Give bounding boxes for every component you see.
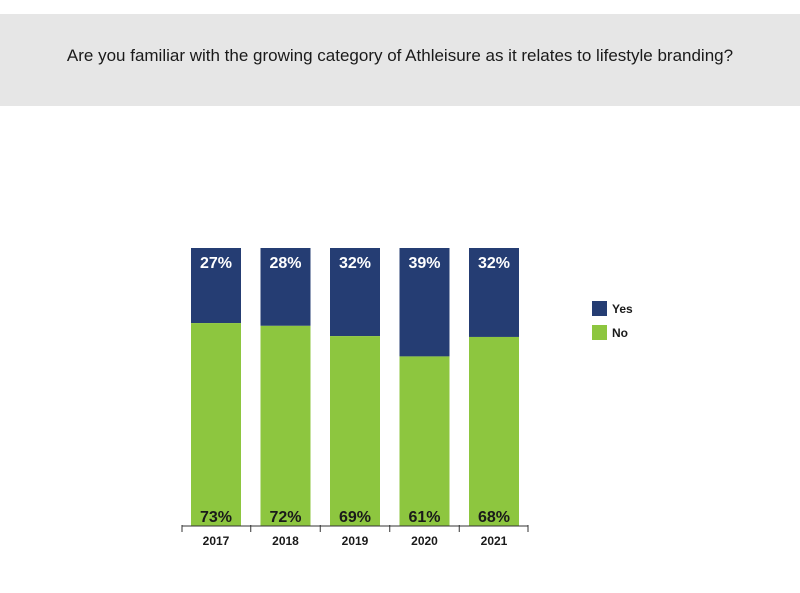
x-tick-label-2017: 2017 <box>203 534 230 548</box>
bar-no-2018 <box>260 325 311 526</box>
bar-yes-2021 <box>469 248 519 337</box>
data-label-yes-2019: 32% <box>339 255 371 272</box>
bar-yes-2019 <box>330 248 380 337</box>
legend-label-no: No <box>612 326 628 340</box>
bar-yes-2020 <box>399 248 450 357</box>
bar-yes-2018 <box>260 248 311 326</box>
legend-label-yes: Yes <box>612 302 633 316</box>
data-label-no-2020: 61% <box>408 509 440 526</box>
data-label-no-2021: 68% <box>478 509 510 526</box>
bar-no-2019 <box>330 336 380 526</box>
x-tick-label-2019: 2019 <box>342 534 369 548</box>
data-label-yes-2018: 28% <box>269 255 301 272</box>
bar-yes-2017 <box>191 248 241 324</box>
bar-no-2017 <box>191 323 241 526</box>
bar-no-2021 <box>469 336 519 526</box>
data-label-no-2017: 73% <box>200 509 232 526</box>
data-label-yes-2017: 27% <box>200 255 232 272</box>
data-label-no-2019: 69% <box>339 509 371 526</box>
data-label-no-2018: 72% <box>269 509 301 526</box>
legend-swatch-no <box>592 325 607 340</box>
title-band: Are you familiar with the growing catego… <box>0 14 800 106</box>
x-tick-label-2020: 2020 <box>411 534 438 548</box>
x-tick-label-2018: 2018 <box>272 534 299 548</box>
legend-swatch-yes <box>592 301 607 316</box>
data-label-yes-2021: 32% <box>478 255 510 272</box>
data-label-yes-2020: 39% <box>408 255 440 272</box>
x-tick-label-2021: 2021 <box>481 534 508 548</box>
bar-no-2020 <box>399 356 450 526</box>
chart-title: Are you familiar with the growing catego… <box>66 46 734 65</box>
